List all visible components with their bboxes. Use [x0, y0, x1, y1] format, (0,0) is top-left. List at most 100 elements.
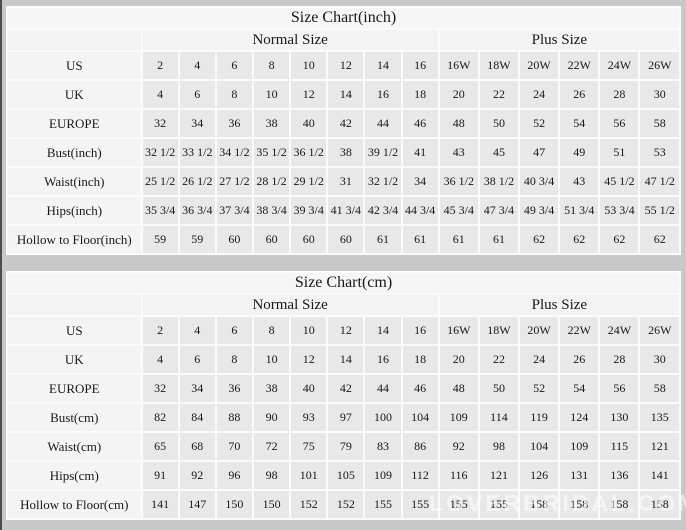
size-cell: 41 3/4 — [328, 197, 364, 224]
size-cell: 158 — [640, 491, 679, 518]
size-cell: 101 — [291, 462, 327, 489]
size-cell: 155 — [365, 491, 401, 518]
plus-size-header: Plus Size — [439, 30, 679, 50]
row-label: UK — [8, 346, 141, 373]
size-cell: 26W — [640, 317, 679, 344]
row-label: Waist(cm) — [8, 433, 141, 460]
size-cell: 39 3/4 — [291, 197, 327, 224]
size-cell: 119 — [520, 404, 559, 431]
size-cell: 20 — [439, 346, 478, 373]
size-cell: 12 — [328, 52, 364, 79]
size-cell: 61 — [479, 226, 519, 253]
row-label: Bust(inch) — [8, 139, 141, 166]
size-cell: 38 3/4 — [254, 197, 290, 224]
size-cell: 40 — [291, 110, 327, 137]
size-cell: 124 — [560, 404, 599, 431]
size-cell: 109 — [560, 433, 599, 460]
size-cell: 32 1/2 — [142, 139, 178, 166]
size-cell: 116 — [439, 462, 478, 489]
table-row: Waist(inch) 25 1/2 26 1/2 27 1/2 28 1/2 29 1/… — [8, 168, 679, 195]
size-cell: 68 — [179, 433, 215, 460]
size-cell: 93 — [291, 404, 327, 431]
size-cell: 28 — [600, 81, 639, 108]
size-cell: 50 — [479, 110, 519, 137]
size-cell: 36 — [216, 110, 252, 137]
size-cell: 16W — [439, 52, 478, 79]
row-label: Hollow to Floor(inch) — [8, 226, 141, 253]
size-cell: 90 — [254, 404, 290, 431]
size-cell: 24 — [520, 346, 559, 373]
size-cell: 12 — [291, 346, 327, 373]
size-cell: 22W — [560, 52, 599, 79]
size-cell: 2 — [142, 317, 178, 344]
size-cell: 59 — [179, 226, 215, 253]
size-cell: 29 1/2 — [291, 168, 327, 195]
size-cell: 8 — [254, 52, 290, 79]
size-cell: 70 — [216, 433, 252, 460]
size-cell: 44 — [365, 110, 401, 137]
size-cell: 26 — [560, 81, 599, 108]
size-cell: 30 — [640, 346, 679, 373]
size-cell: 52 — [520, 110, 559, 137]
size-cell: 100 — [365, 404, 401, 431]
size-cell: 40 3/4 — [520, 168, 559, 195]
size-cell: 18 — [402, 81, 438, 108]
size-cell: 50 — [479, 375, 519, 402]
normal-size-header: Normal Size — [142, 295, 438, 315]
size-cell: 126 — [520, 462, 559, 489]
size-cell: 10 — [254, 346, 290, 373]
size-cell: 48 — [439, 110, 478, 137]
row-label: Waist(inch) — [8, 168, 141, 195]
size-cell: 54 — [560, 375, 599, 402]
size-cell: 53 3/4 — [600, 197, 639, 224]
size-cell: 30 — [640, 81, 679, 108]
table-row: Hips(inch) 35 3/4 36 3/4 37 3/4 38 3/4 39 3/4… — [8, 197, 679, 224]
size-cell: 104 — [520, 433, 559, 460]
table-row: US 2 4 6 8 10 12 14 16 16W 18W 20W 22W 24W 26W — [8, 52, 679, 79]
size-cell: 6 — [216, 317, 252, 344]
size-cell: 36 1/2 — [291, 139, 327, 166]
size-cell: 60 — [291, 226, 327, 253]
size-cell: 130 — [600, 404, 639, 431]
size-cell: 32 — [142, 375, 178, 402]
group-header-row: Normal Size Plus Size — [8, 30, 679, 50]
size-cell: 49 3/4 — [520, 197, 559, 224]
size-cell: 141 — [142, 491, 178, 518]
size-cell: 16 — [365, 346, 401, 373]
size-cell: 10 — [291, 317, 327, 344]
size-cell: 8 — [216, 346, 252, 373]
size-cell: 98 — [479, 433, 519, 460]
size-cell: 54 — [560, 110, 599, 137]
size-cell: 26 — [560, 346, 599, 373]
size-cell: 45 — [479, 139, 519, 166]
size-cell: 158 — [560, 491, 599, 518]
size-cell: 114 — [479, 404, 519, 431]
size-cell: 6 — [216, 52, 252, 79]
size-cell: 16 — [402, 52, 438, 79]
size-cell: 43 — [560, 168, 599, 195]
row-label: EUROPE — [8, 110, 141, 137]
size-cell: 39 1/2 — [365, 139, 401, 166]
size-cell: 152 — [328, 491, 364, 518]
size-cell: 55 1/2 — [640, 197, 679, 224]
size-cell: 56 — [600, 375, 639, 402]
size-cell: 34 — [402, 168, 438, 195]
size-cell: 38 — [254, 110, 290, 137]
size-cell: 18W — [479, 317, 519, 344]
size-cell: 16 — [365, 81, 401, 108]
size-cell: 61 — [439, 226, 478, 253]
table-row: Bust(inch) 32 1/2 33 1/2 34 1/2 35 1/2 36 1/2… — [8, 139, 679, 166]
size-cell: 22 — [479, 346, 519, 373]
size-cell: 60 — [254, 226, 290, 253]
size-cell: 86 — [402, 433, 438, 460]
size-cell: 18 — [402, 346, 438, 373]
size-cell: 8 — [254, 317, 290, 344]
size-cell: 121 — [479, 462, 519, 489]
size-cell: 10 — [254, 81, 290, 108]
size-cell: 37 3/4 — [216, 197, 252, 224]
size-cell: 38 — [328, 139, 364, 166]
size-cell: 24W — [600, 52, 639, 79]
size-cell: 35 3/4 — [142, 197, 178, 224]
table-row: Hollow to Floor(cm) 141 147 150 150 152 152 155… — [8, 491, 679, 518]
size-cell: 83 — [365, 433, 401, 460]
